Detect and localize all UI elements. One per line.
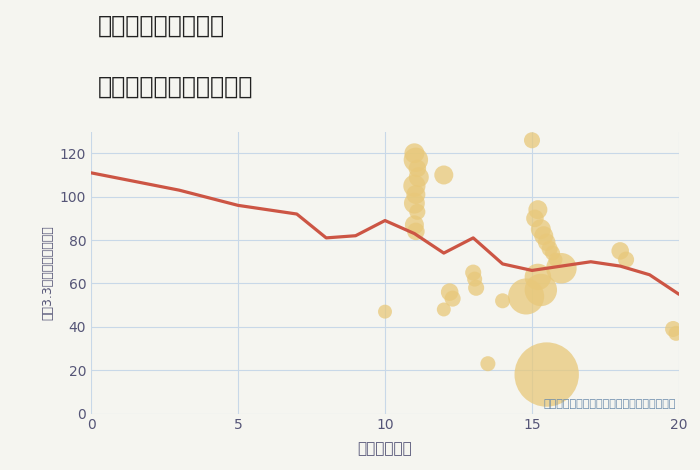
Point	[536, 226, 547, 233]
Point	[521, 293, 532, 300]
Text: 駅距離別中古戸建て価格: 駅距離別中古戸建て価格	[98, 75, 253, 99]
Point	[410, 191, 421, 198]
Point	[526, 136, 538, 144]
Point	[482, 360, 493, 368]
Point	[668, 325, 679, 333]
Point	[497, 297, 508, 305]
Point	[532, 206, 543, 213]
Point	[438, 306, 449, 313]
Text: 円の大きさは、取引のあった物件面積を示す: 円の大きさは、取引のあった物件面積を示す	[544, 399, 676, 409]
Point	[538, 232, 550, 240]
Point	[409, 221, 420, 228]
Point	[412, 164, 423, 172]
Point	[547, 249, 558, 257]
Point	[413, 173, 424, 181]
Point	[532, 273, 543, 281]
Point	[379, 308, 391, 315]
Point	[544, 245, 555, 252]
Point	[410, 156, 421, 164]
Point	[412, 208, 423, 216]
Point	[615, 247, 626, 255]
Point	[671, 329, 682, 337]
Point	[444, 289, 455, 296]
Point	[468, 269, 479, 276]
Point	[447, 295, 458, 302]
Point	[470, 284, 482, 291]
Point	[620, 256, 631, 263]
X-axis label: 駅距離（分）: 駅距離（分）	[358, 441, 412, 456]
Point	[529, 215, 540, 222]
Point	[409, 182, 420, 189]
Point	[536, 286, 547, 294]
Point	[541, 371, 552, 378]
Point	[409, 149, 420, 157]
Point	[556, 265, 567, 272]
Text: 愛知県清須市助七の: 愛知県清須市助七の	[98, 14, 225, 38]
Y-axis label: 坪（3.3㎡）単価（万円）: 坪（3.3㎡）単価（万円）	[41, 225, 54, 320]
Point	[541, 238, 552, 246]
Point	[469, 275, 480, 283]
Point	[550, 256, 561, 263]
Point	[438, 171, 449, 179]
Point	[409, 199, 420, 207]
Point	[410, 227, 421, 235]
